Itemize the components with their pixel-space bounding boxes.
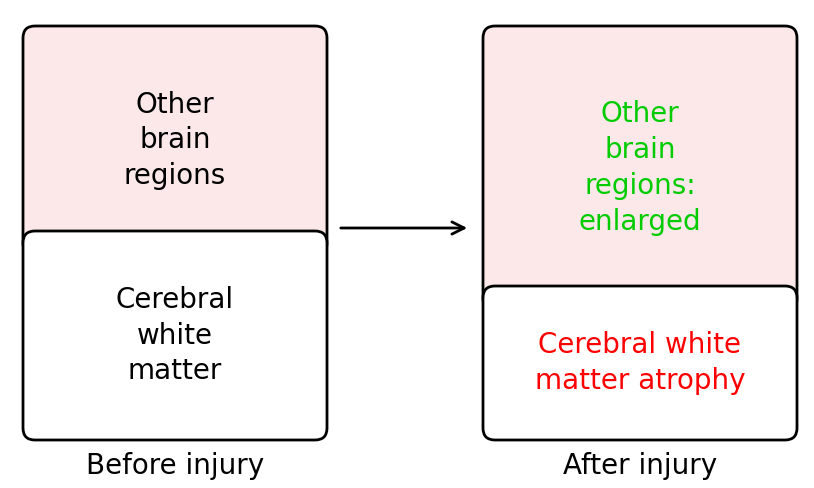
- FancyBboxPatch shape: [483, 26, 797, 310]
- Text: Before injury: Before injury: [86, 452, 264, 480]
- Text: Other
brain
regions: Other brain regions: [124, 91, 226, 190]
- Text: After injury: After injury: [563, 452, 717, 480]
- FancyBboxPatch shape: [23, 231, 327, 440]
- FancyBboxPatch shape: [483, 286, 797, 440]
- FancyBboxPatch shape: [23, 26, 327, 255]
- Text: Other
brain
regions:
enlarged: Other brain regions: enlarged: [579, 101, 702, 236]
- Text: Cerebral
white
matter: Cerebral white matter: [116, 286, 234, 385]
- Text: Cerebral white
matter atrophy: Cerebral white matter atrophy: [535, 331, 746, 395]
